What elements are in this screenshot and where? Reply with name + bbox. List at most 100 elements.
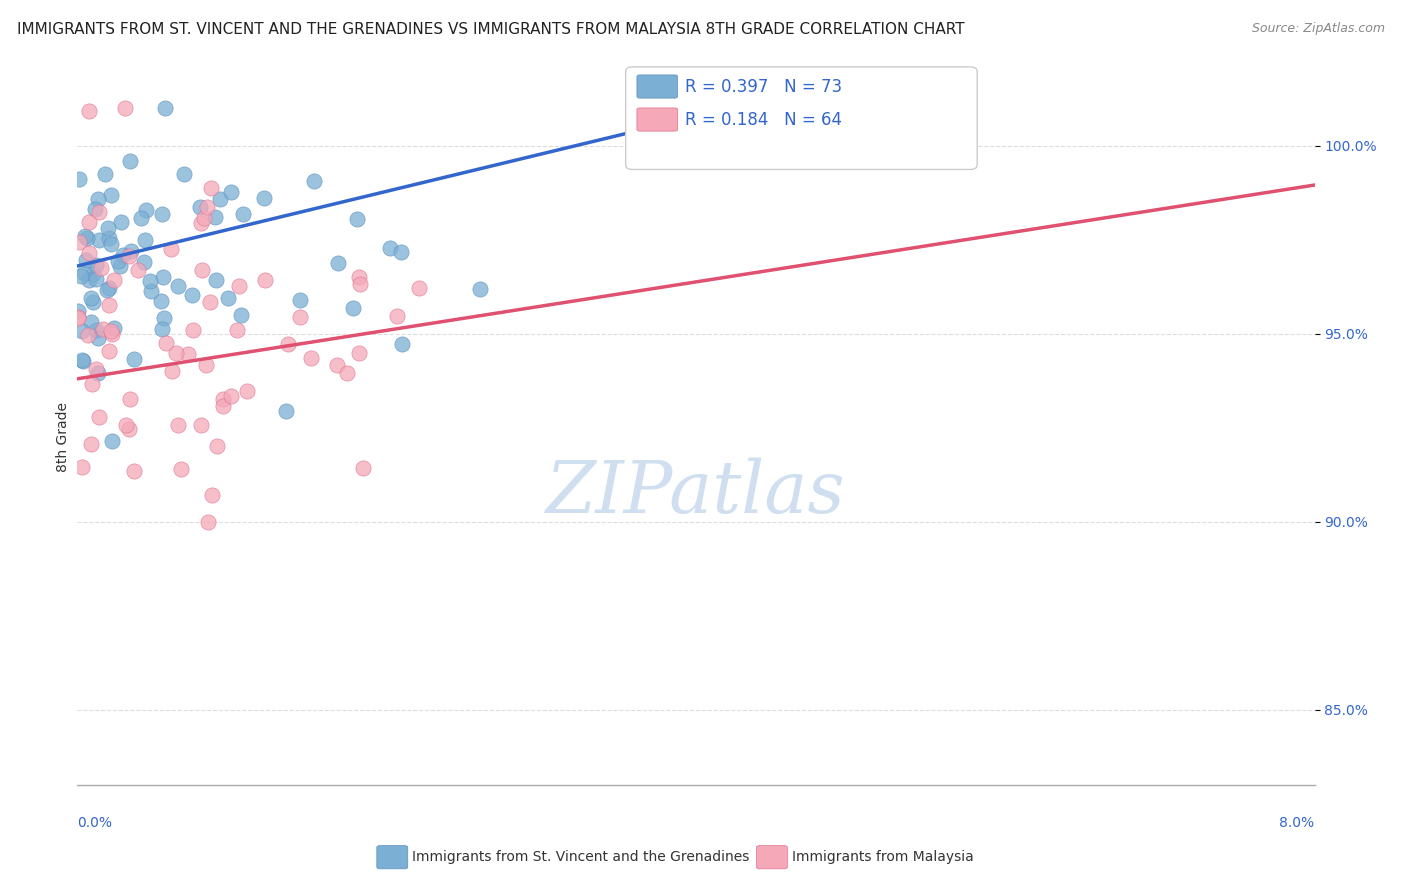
Point [129,211,152,225]
Point [79,246,101,260]
Point [153,101,176,115]
Point [290,310,312,325]
Point [134,233,156,247]
Point [336,366,359,380]
Point [100,327,122,342]
Point [204,273,226,287]
Point [391,245,413,260]
Point [70,353,93,368]
Point [118,422,141,436]
Point [153,311,176,326]
Point [134,255,156,269]
Point [97,221,120,235]
Point [165,345,187,359]
Point [107,254,129,268]
Text: IMMIGRANTS FROM ST. VINCENT AND THE GRENADINES VS IMMIGRANTS FROM MALAYSIA 8TH G: IMMIGRANTS FROM ST. VINCENT AND THE GREN… [17,22,965,37]
Point [349,277,371,292]
Point [194,358,217,372]
Point [83,202,105,217]
Point [72,354,94,368]
Point [155,336,177,351]
Point [100,188,122,202]
Point [80,292,103,306]
Point [115,418,138,433]
Point [288,293,311,307]
Point [299,351,322,365]
Point [82,294,104,309]
Point [201,488,224,502]
Point [207,439,229,453]
Point [84,272,107,286]
Point [180,287,202,301]
Point [82,377,104,392]
Point [100,324,122,338]
Point [118,154,141,169]
Point [204,210,226,224]
Point [228,278,250,293]
Point [122,464,145,478]
Text: R = 0.184   N = 64: R = 0.184 N = 64 [685,111,842,128]
Point [84,361,107,376]
Point [190,263,212,277]
Point [468,282,491,296]
Point [72,266,94,280]
Point [342,301,364,315]
Point [98,344,121,359]
Point [79,103,101,118]
Text: ZIPatlas: ZIPatlas [546,458,846,528]
Point [91,322,114,336]
Point [86,366,108,380]
Point [101,434,124,448]
Point [326,256,349,270]
Point [217,291,239,305]
Point [111,248,134,262]
Point [149,293,172,308]
Point [66,304,89,318]
Point [87,331,110,345]
Point [181,322,204,336]
Point [277,337,299,351]
Point [195,200,218,214]
Point [67,310,90,325]
Point [120,244,142,258]
Point [139,284,162,298]
Text: Immigrants from St. Vincent and the Grenadines: Immigrants from St. Vincent and the Gren… [412,850,749,864]
Point [190,418,212,433]
Point [103,321,125,335]
Point [72,459,94,474]
Point [188,200,211,214]
Point [173,167,195,181]
Point [79,437,101,451]
Point [69,268,91,283]
Point [87,192,110,206]
Point [73,229,96,244]
Text: 0.0%: 0.0% [77,816,112,830]
Point [150,207,173,221]
Point [162,364,184,378]
Point [276,404,298,418]
Point [391,336,413,351]
Point [211,392,233,406]
Y-axis label: 8th Grade: 8th Grade [56,402,70,472]
Point [170,462,193,476]
Point [67,235,90,249]
Point [152,269,174,284]
Point [80,315,103,329]
Point [77,215,100,229]
Point [97,298,120,312]
Point [135,202,157,217]
Point [209,192,232,206]
Point [200,181,222,195]
Text: Immigrants from Malaysia: Immigrants from Malaysia [792,850,973,864]
Point [253,191,276,205]
Point [70,324,93,338]
Point [122,351,145,366]
Point [89,233,111,247]
Point [66,311,89,326]
Point [82,267,104,281]
Point [197,515,219,529]
Point [326,358,349,372]
Point [408,281,430,295]
Point [110,215,132,229]
Point [378,241,401,255]
